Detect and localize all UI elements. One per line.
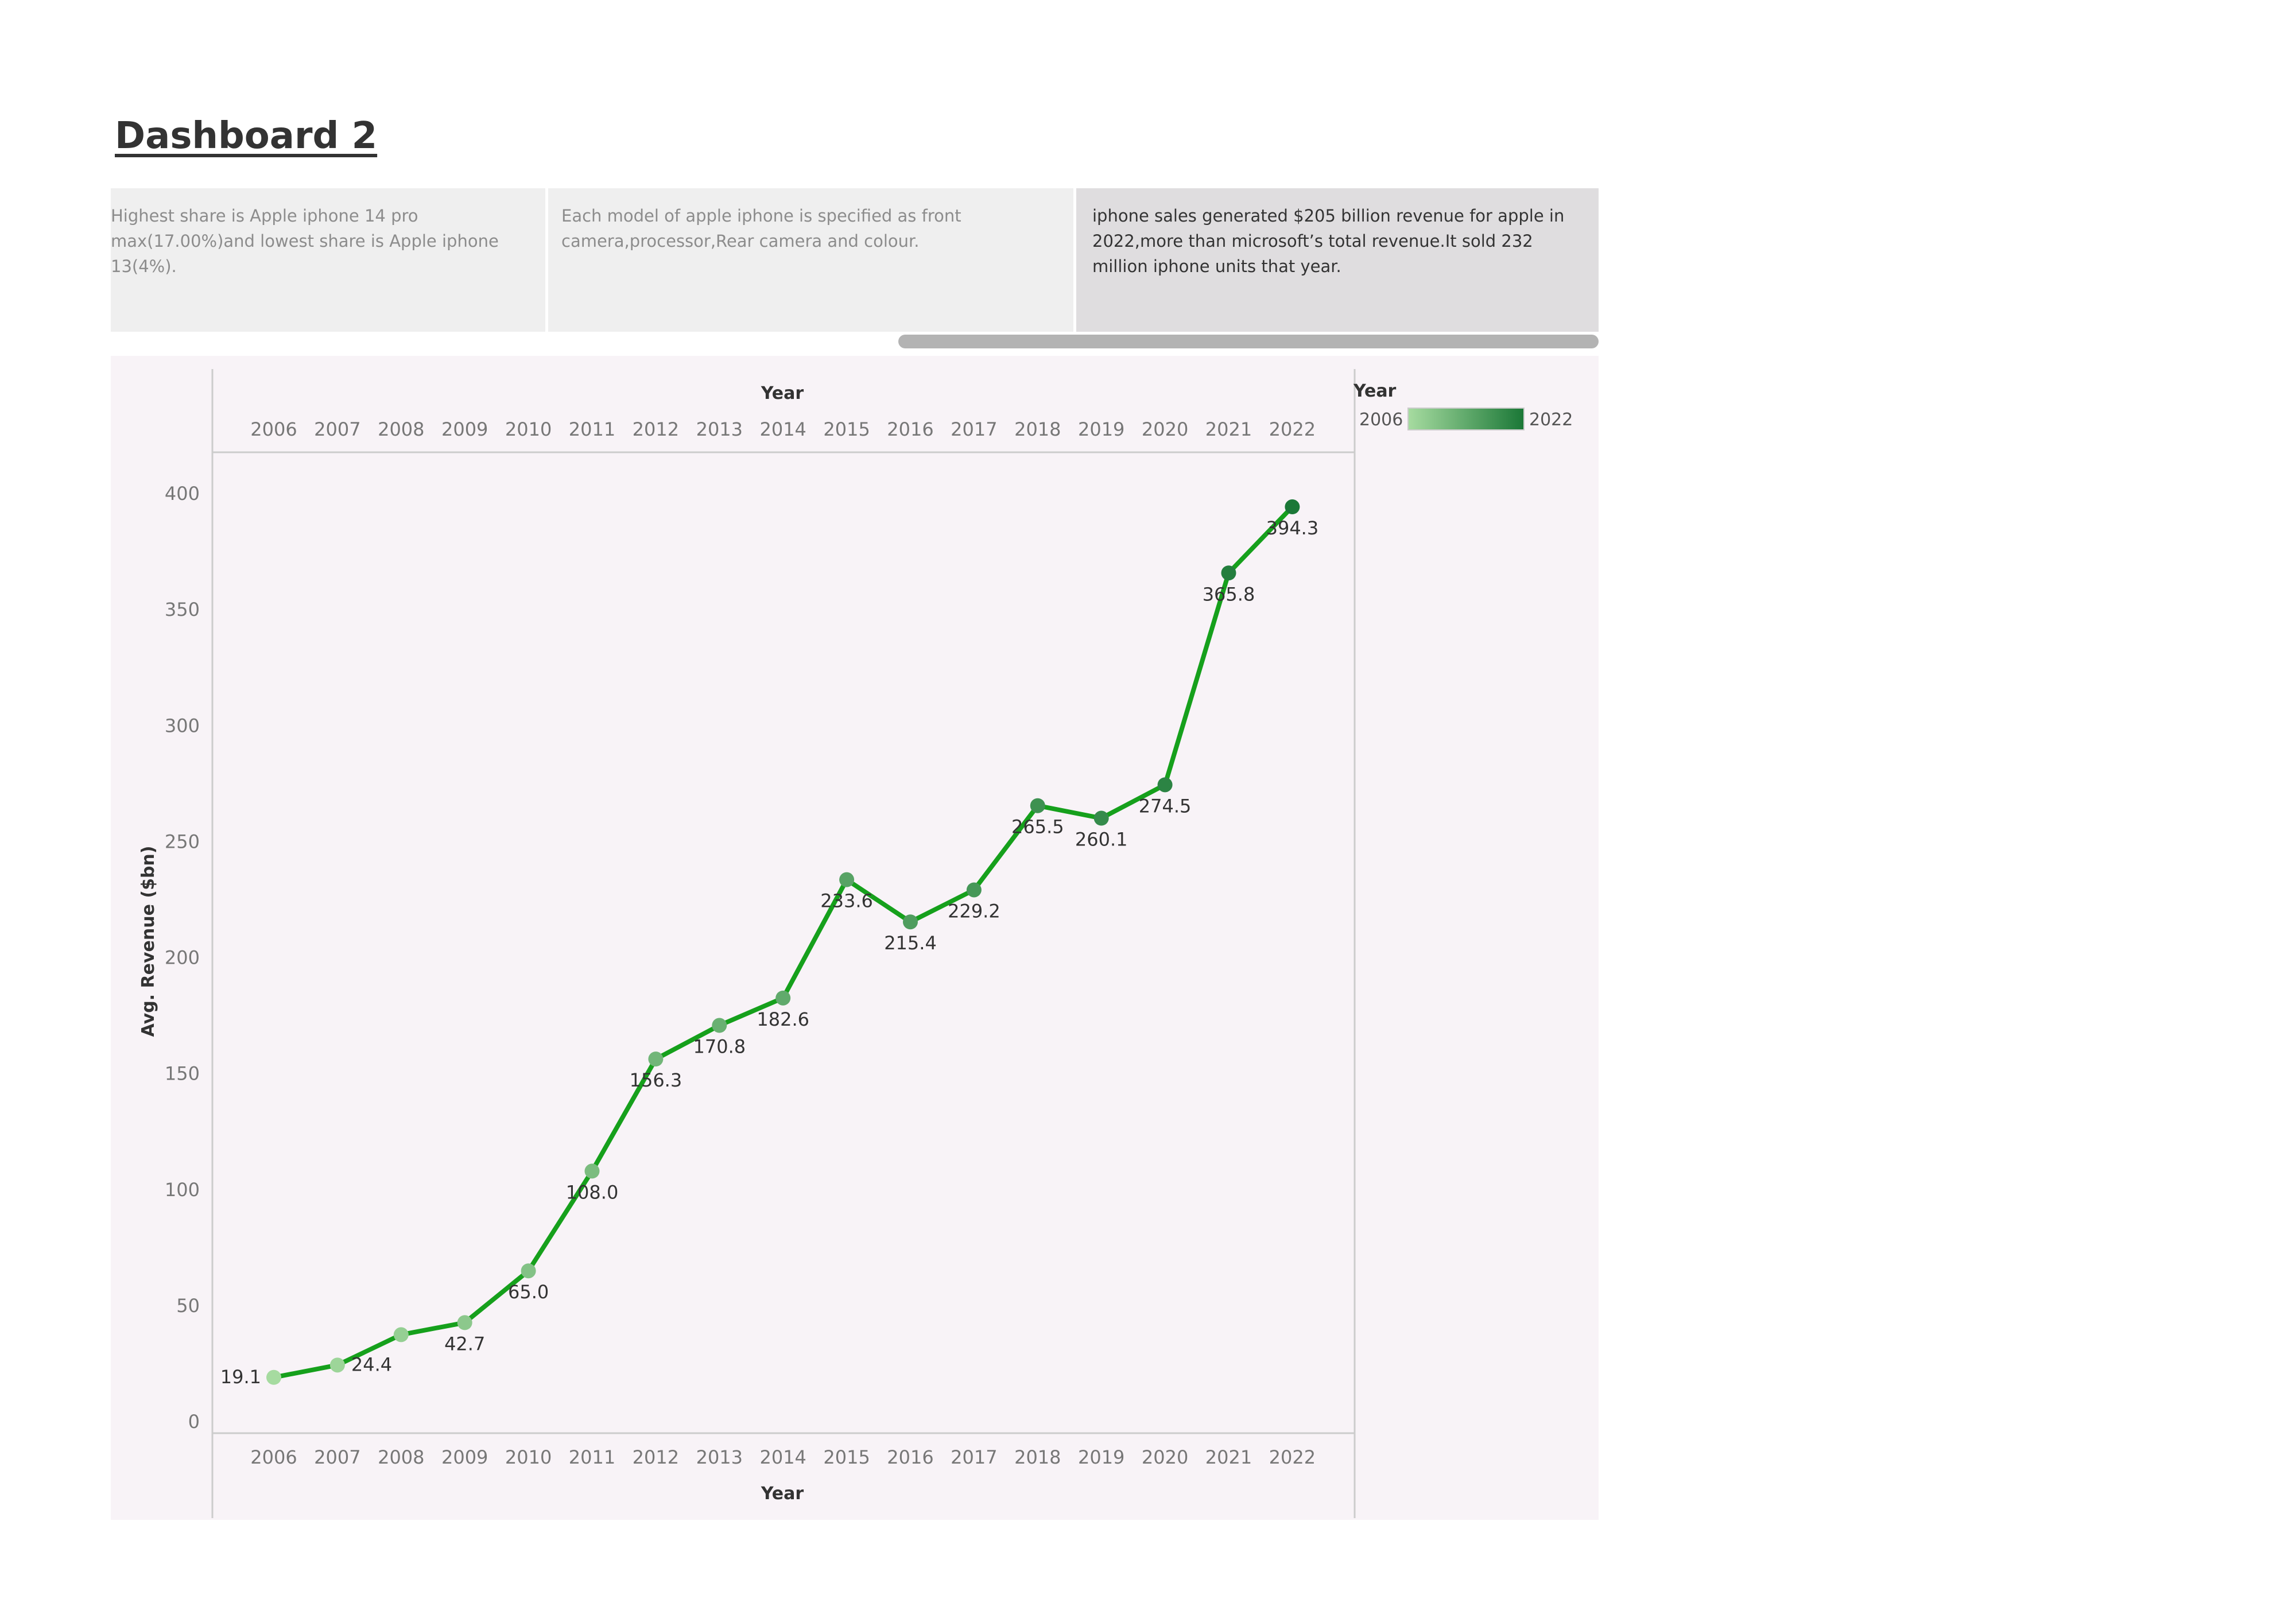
bottom-x-axis-title: Year bbox=[761, 1484, 804, 1504]
horizontal-scrollbar[interactable] bbox=[898, 335, 1599, 348]
bottom-x-tick-label: 2017 bbox=[951, 1446, 997, 1468]
top-x-axis-title: Year bbox=[761, 383, 804, 403]
data-point bbox=[457, 1315, 472, 1330]
bottom-x-tick-label: 2020 bbox=[1142, 1446, 1188, 1468]
data-label: 260.1 bbox=[1075, 829, 1128, 851]
top-x-tick-label: 2018 bbox=[1014, 418, 1061, 440]
bottom-x-tick-label: 2019 bbox=[1078, 1446, 1124, 1468]
y-tick-label: 150 bbox=[165, 1063, 200, 1085]
top-x-tick-label: 2021 bbox=[1205, 418, 1252, 440]
y-tick-label: 0 bbox=[188, 1411, 200, 1433]
data-point bbox=[1221, 565, 1236, 581]
data-label: 365.8 bbox=[1203, 583, 1255, 605]
data-label: 170.8 bbox=[693, 1036, 746, 1058]
bottom-x-tick-label: 2009 bbox=[441, 1446, 488, 1468]
legend-title: Year bbox=[1353, 381, 1397, 401]
top-x-tick-label: 2008 bbox=[378, 418, 424, 440]
data-point bbox=[1030, 798, 1045, 813]
top-x-tick-label: 2009 bbox=[441, 418, 488, 440]
data-label: 274.5 bbox=[1139, 795, 1192, 817]
text-card-model-specs: Each model of apple iphone is specified … bbox=[548, 188, 1073, 332]
top-x-tick-label: 2019 bbox=[1078, 418, 1124, 440]
data-point bbox=[1285, 499, 1300, 515]
data-label: 182.6 bbox=[757, 1008, 809, 1030]
bottom-x-tick-label: 2008 bbox=[378, 1446, 424, 1468]
bottom-x-tick-label: 2011 bbox=[569, 1446, 615, 1468]
top-x-tick-label: 2012 bbox=[633, 418, 679, 440]
data-point bbox=[966, 882, 982, 898]
dashboard-title: Dashboard 2 bbox=[115, 115, 378, 157]
legend-max-label: 2022 bbox=[1529, 410, 1573, 430]
data-point bbox=[775, 990, 791, 1006]
bottom-x-tick-label: 2018 bbox=[1014, 1446, 1061, 1468]
top-x-tick-label: 2011 bbox=[569, 418, 615, 440]
data-label: 19.1 bbox=[220, 1366, 261, 1388]
y-tick-label: 100 bbox=[165, 1179, 200, 1201]
data-label: 265.5 bbox=[1011, 816, 1064, 838]
data-label: 215.4 bbox=[884, 932, 937, 954]
data-point bbox=[393, 1327, 409, 1342]
data-point bbox=[1157, 777, 1173, 793]
data-label: 24.4 bbox=[351, 1353, 392, 1375]
data-label: 42.7 bbox=[444, 1333, 485, 1355]
top-x-tick-label: 2022 bbox=[1269, 418, 1316, 440]
top-x-tick-label: 2014 bbox=[759, 418, 806, 440]
data-point bbox=[839, 872, 855, 887]
data-label: 108.0 bbox=[566, 1181, 619, 1203]
text-card-revenue[interactable]: iphone sales generated $205 billion reve… bbox=[1076, 188, 1599, 332]
data-point bbox=[712, 1018, 727, 1033]
top-x-tick-label: 2013 bbox=[696, 418, 743, 440]
bottom-x-tick-label: 2007 bbox=[314, 1446, 360, 1468]
top-x-tick-label: 2015 bbox=[823, 418, 870, 440]
y-tick-label: 400 bbox=[165, 483, 200, 505]
data-point bbox=[584, 1163, 600, 1179]
top-x-tick-label: 2016 bbox=[887, 418, 933, 440]
y-tick-label: 200 bbox=[165, 947, 200, 969]
y-tick-label: 50 bbox=[176, 1295, 200, 1317]
top-x-tick-label: 2010 bbox=[505, 418, 552, 440]
bottom-x-tick-label: 2015 bbox=[823, 1446, 870, 1468]
top-x-tick-label: 2020 bbox=[1142, 418, 1188, 440]
data-point bbox=[1093, 810, 1109, 826]
data-label: 233.6 bbox=[820, 890, 873, 912]
bottom-x-tick-label: 2021 bbox=[1205, 1446, 1252, 1468]
y-axis-title: Avg. Revenue ($bn) bbox=[138, 845, 158, 1037]
bottom-x-tick-label: 2022 bbox=[1269, 1446, 1316, 1468]
revenue-chart-panel bbox=[111, 356, 1599, 1520]
bottom-x-tick-label: 2016 bbox=[887, 1446, 933, 1468]
data-label: 156.3 bbox=[630, 1069, 682, 1091]
data-point bbox=[521, 1263, 536, 1279]
y-tick-label: 350 bbox=[165, 599, 200, 620]
legend-color-ramp[interactable] bbox=[1407, 408, 1525, 430]
bottom-x-tick-label: 2012 bbox=[633, 1446, 679, 1468]
top-x-tick-label: 2017 bbox=[951, 418, 997, 440]
text-card-market-share: Highest share is Apple iphone 14 pro max… bbox=[111, 188, 545, 332]
data-point bbox=[266, 1369, 281, 1385]
data-label: 65.0 bbox=[508, 1281, 549, 1303]
data-label: 394.3 bbox=[1266, 517, 1319, 539]
bottom-x-tick-label: 2010 bbox=[505, 1446, 552, 1468]
top-x-tick-label: 2006 bbox=[250, 418, 297, 440]
revenue-series-line bbox=[272, 505, 1295, 1380]
legend-min-label: 2006 bbox=[1359, 410, 1403, 430]
data-label: 229.2 bbox=[948, 900, 1000, 922]
y-tick-label: 250 bbox=[165, 831, 200, 852]
data-point bbox=[648, 1051, 664, 1067]
bottom-x-tick-label: 2013 bbox=[696, 1446, 743, 1468]
data-point bbox=[903, 914, 918, 930]
y-tick-label: 300 bbox=[165, 715, 200, 736]
data-point bbox=[329, 1357, 345, 1373]
top-x-tick-label: 2007 bbox=[314, 418, 360, 440]
bottom-x-tick-label: 2006 bbox=[250, 1446, 297, 1468]
bottom-x-tick-label: 2014 bbox=[759, 1446, 806, 1468]
